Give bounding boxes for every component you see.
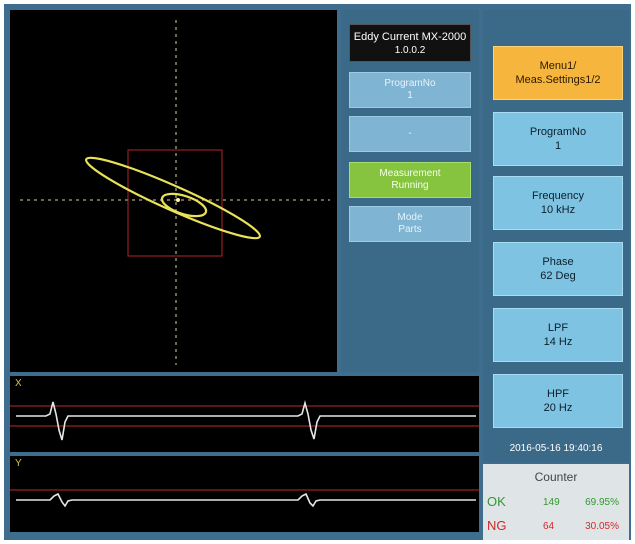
counter-title: Counter (534, 470, 578, 484)
instrument-screen: Eddy Current MX-2000 1.0.0.2 ProgramNo 1… (4, 4, 631, 540)
y-waveform-panel: Y (10, 456, 479, 532)
signal-loop-inner (160, 192, 208, 218)
ok-label: OK (487, 494, 506, 509)
menu-lpf-button[interactable]: LPF 14 Hz (493, 308, 623, 362)
signal-spot (176, 198, 180, 202)
ng-percent: 30.05% (585, 521, 619, 532)
menu-meas-settings-button[interactable]: Menu1/ Meas.Settings1/2 (493, 46, 623, 100)
x-waveform-trace (16, 399, 476, 441)
status-blank-button[interactable]: - (349, 116, 471, 152)
alarm-box (127, 149, 223, 257)
y-waveform-label: Y (15, 458, 22, 469)
x-waveform-panel: X (10, 376, 479, 452)
ok-percent: 69.95% (585, 497, 619, 508)
device-version: 1.0.0.2 (394, 45, 426, 56)
counter-ng-row: NG 64 30.05% (487, 518, 625, 534)
mode-button[interactable]: Mode Parts (349, 206, 471, 242)
menu-frequency-button[interactable]: Frequency 10 kHz (493, 176, 623, 230)
counter-ok-row: OK 149 69.95% (487, 494, 625, 510)
status-panel: Eddy Current MX-2000 1.0.0.2 ProgramNo 1… (341, 10, 479, 372)
menu-phase-button[interactable]: Phase 62 Deg (493, 242, 623, 296)
ok-count: 149 (543, 497, 560, 508)
x-waveform-label: X (15, 378, 22, 389)
impedance-plane-display (10, 10, 337, 372)
signal-loop-outer (84, 156, 262, 240)
counter-panel: Counter OK 149 69.95% NG 64 30.05% (483, 464, 629, 540)
device-title-box: Eddy Current MX-2000 1.0.0.2 (349, 24, 471, 62)
device-title: Eddy Current MX-2000 (353, 31, 467, 43)
datetime-display: 2016-05-16 19:40:16 (509, 443, 603, 454)
measurement-running-button[interactable]: Measurement Running (349, 162, 471, 198)
y-waveform-trace (16, 492, 476, 508)
menu-program-no-button[interactable]: ProgramNo 1 (493, 112, 623, 166)
settings-menu: Menu1/ Meas.Settings1/2 ProgramNo 1 Freq… (483, 10, 629, 462)
status-program-button[interactable]: ProgramNo 1 (349, 72, 471, 108)
ng-count: 64 (543, 521, 555, 532)
menu-hpf-button[interactable]: HPF 20 Hz (493, 374, 623, 428)
ng-label: NG (487, 518, 507, 533)
